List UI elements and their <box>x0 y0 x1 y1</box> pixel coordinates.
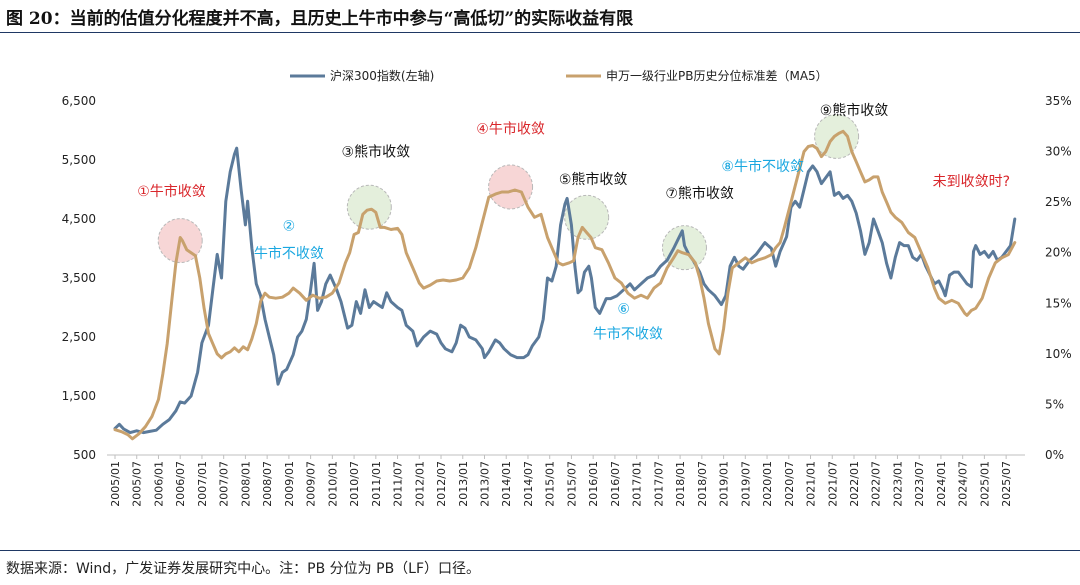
x-tick-label: 2010/01 <box>326 461 339 507</box>
x-tick-label: 2015/01 <box>544 461 557 507</box>
x-tick-label: 2022/01 <box>848 461 861 507</box>
footer-rule <box>0 550 1080 551</box>
x-tick-label: 2014/07 <box>522 461 535 507</box>
x-tick-label: 2010/07 <box>348 461 361 507</box>
legend-label-hs300: 沪深300指数(左轴) <box>330 68 434 83</box>
x-tick-label: 2015/07 <box>565 461 578 507</box>
highlight-circle <box>488 164 534 210</box>
legend-label-pb: 申万一级行业PB历史分位标准差（MA5） <box>606 68 828 83</box>
annotations: ①牛市收敛 ② 牛市不收敛 ③熊市收敛 ④牛市收敛 ⑤熊市收敛 ⑥ 牛市不收敛 ⑦熊市收敛 ⑧牛市… <box>137 102 1010 343</box>
x-tick-label: 2021/01 <box>805 461 818 507</box>
annotation-label: 牛市不收敛 <box>593 326 663 343</box>
annotation-label: 未到收敛时? <box>933 174 1010 190</box>
y2-tick-label: 20% <box>1045 246 1072 260</box>
x-tick-label: 2014/01 <box>500 461 513 507</box>
y2-tick-label: 25% <box>1045 195 1072 209</box>
y2-tick-label: 10% <box>1045 347 1072 361</box>
chart: 沪深300指数(左轴) 申万一级行业PB历史分位标准差（MA5） 6,500 5,… <box>62 68 1072 507</box>
x-tick-label: 2005/01 <box>109 461 122 507</box>
x-tick-label: 2017/07 <box>652 461 665 507</box>
x-tick-label: 2017/01 <box>631 461 644 507</box>
annotation-label: ①牛市收敛 <box>137 183 206 200</box>
annotation-label: ⑦熊市收敛 <box>665 185 734 202</box>
x-tick-label: 2022/07 <box>870 461 883 507</box>
y2-tick-label: 0% <box>1045 448 1064 462</box>
x-tick-label: 2019/07 <box>739 461 752 507</box>
x-tick-label: 2021/07 <box>826 461 839 507</box>
figure-title: 图 20：当前的估值分化程度并不高，且历史上牛市中参与“高低切”的实际收益有限 <box>6 9 634 29</box>
x-tick-label: 2005/07 <box>131 461 144 507</box>
x-tick-label: 2023/01 <box>891 461 904 507</box>
y2-tick-label: 30% <box>1045 145 1072 159</box>
y2-tick-label: 5% <box>1045 397 1064 411</box>
x-tick-label: 2020/07 <box>783 461 796 507</box>
x-tick-label: 2012/01 <box>413 461 426 507</box>
annotation-label: ⑨熊市收敛 <box>820 102 889 119</box>
x-tick-label: 2009/07 <box>305 461 318 507</box>
x-tick-label: 2006/07 <box>174 461 187 507</box>
x-tick-label: 2006/01 <box>152 461 165 507</box>
annotation-label: 牛市不收敛 <box>254 245 324 262</box>
y-tick-label: 3,500 <box>62 271 96 285</box>
x-tick-label: 2012/07 <box>435 461 448 507</box>
series-lines <box>113 129 1017 441</box>
y-tick-label: 2,500 <box>62 330 96 344</box>
x-tick-label: 2018/01 <box>674 461 687 507</box>
x-tick-label: 2008/01 <box>239 461 252 507</box>
x-tick-label: 2025/07 <box>1000 461 1013 507</box>
annotation-label: ③熊市收敛 <box>342 144 411 161</box>
y-tick-label: 4,500 <box>62 212 96 226</box>
y-tick-label: 6,500 <box>62 94 96 108</box>
x-tick-label: 2018/07 <box>696 461 709 507</box>
x-tick-label: 2025/01 <box>978 461 991 507</box>
y-tick-label: 5,500 <box>62 153 96 167</box>
x-tick-label: 2016/01 <box>587 461 600 507</box>
x-tick-label: 2020/01 <box>761 461 774 507</box>
x-tick-label: 2011/01 <box>370 461 383 507</box>
annotation-label: ⑧牛市不收敛 <box>721 158 804 175</box>
legend: 沪深300指数(左轴) 申万一级行业PB历史分位标准差（MA5） <box>290 68 828 83</box>
x-tick-label: 2019/01 <box>718 461 731 507</box>
x-tick-label: 2007/07 <box>218 461 231 507</box>
x-tick-label: 2011/07 <box>392 461 405 507</box>
x-tick-label: 2024/07 <box>957 461 970 507</box>
highlight-circle <box>346 184 392 230</box>
pb-dispersion-line <box>113 129 1017 441</box>
source-note: 数据来源：Wind，广发证券发展研究中心。注：PB 分位为 PB（LF）口径。 <box>6 561 481 577</box>
highlight-circle <box>564 194 610 240</box>
annotation-label: ⑥ <box>617 301 630 317</box>
y-tick-label: 500 <box>73 448 96 462</box>
x-axis: 2005/01 2005/07 2006/01 2006/07 2007/01 2007/… <box>107 454 1025 507</box>
annotation-label: ⑤熊市收敛 <box>559 171 628 188</box>
x-tick-label: 2008/07 <box>261 461 274 507</box>
x-tick-label: 2024/01 <box>935 461 948 507</box>
hs300-line <box>113 146 1017 435</box>
y2-tick-label: 15% <box>1045 296 1072 310</box>
x-tick-label: 2016/07 <box>609 461 622 507</box>
y-axis-right: 35% 30% 25% 20% 15% 10% 5% 0% <box>1045 94 1072 462</box>
x-tick-label: 2013/01 <box>457 461 470 507</box>
x-tick-label: 2009/01 <box>283 461 296 507</box>
x-tick-label: 2007/01 <box>196 461 209 507</box>
x-tick-label: 2013/07 <box>478 461 491 507</box>
y2-tick-label: 35% <box>1045 94 1072 108</box>
annotation-label: ② <box>283 218 296 234</box>
annotation-label: ④牛市收敛 <box>476 120 545 137</box>
title-rule <box>0 32 1080 33</box>
y-tick-label: 1,500 <box>62 389 96 403</box>
x-tick-label: 2023/07 <box>913 461 926 507</box>
y-axis-left: 6,500 5,500 4,500 3,500 2,500 1,500 500 <box>62 94 96 462</box>
